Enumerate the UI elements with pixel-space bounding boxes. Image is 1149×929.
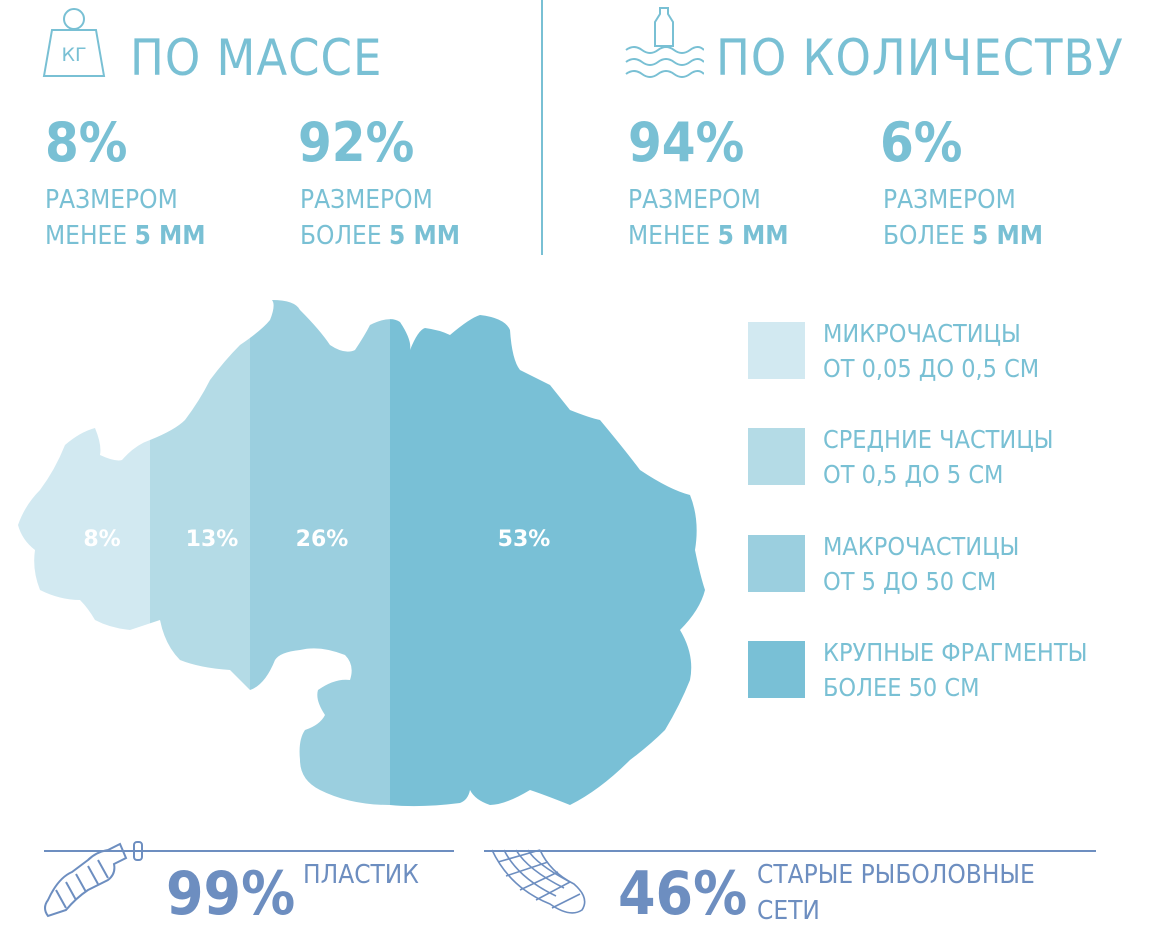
count-title: ПО КОЛИЧЕСТВУ [716,29,1124,87]
crushed-bottle-icon [44,841,143,918]
legend-swatch [748,322,805,379]
mass-small-caption: РАЗМЕРОМ МЕНЕЕ 5 ММ [45,182,206,254]
legend-text: СРЕДНИЕ ЧАСТИЦЫ ОТ 0,5 ДО 5 СМ [823,425,1054,489]
legend-text: МАКРОЧАСТИЦЫ ОТ 5 ДО 50 СМ [823,532,1020,596]
section-divider [541,0,543,255]
caption-bold: 5 ММ [972,221,1044,251]
plastic-value: 99% [166,859,296,929]
legend-text: КРУПНЫЕ ФРАГМЕНТЫ БОЛЕЕ 50 СМ [823,638,1088,702]
weight-icon-text: КГ [61,44,86,66]
segment-data-label: 13% [186,527,239,552]
nets-label-line2: СЕТИ [757,896,820,926]
blob-segment-1 [18,300,150,807]
bottom-line-right [484,850,1096,852]
mass-small-value: 8% [45,111,128,174]
blob-segment-3 [250,300,390,807]
caption-prefix: МЕНЕЕ [628,221,711,251]
mass-large-value: 92% [298,111,415,174]
caption-prefix: БОЛЕЕ [883,221,965,251]
caption-line: РАЗМЕРОМ [45,185,178,215]
segment-data-label: 8% [83,527,120,552]
nets-value: 46% [618,859,748,929]
caption-line: РАЗМЕРОМ [883,185,1016,215]
caption-bold: 5 ММ [389,221,461,251]
mass-title: ПО МАССЕ [130,29,383,87]
legend-swatch [748,641,805,698]
nets-label-line1: СТАРЫЕ РЫБОЛОВНЫЕ [757,860,1035,890]
count-small-value: 94% [628,111,745,174]
plastic-label: ПЛАСТИК [303,860,419,890]
bottom-line-left [44,850,454,852]
segment-data-label: 53% [498,527,551,552]
caption-prefix: МЕНЕЕ [45,221,128,251]
legend-text: МИКРОЧАСТИЦЫ ОТ 0,05 ДО 0,5 СМ [823,319,1040,383]
count-small-caption: РАЗМЕРОМ МЕНЕЕ 5 ММ [628,182,789,254]
caption-bold: 5 ММ [717,221,789,251]
caption-bold: 5 ММ [134,221,206,251]
blob-segment-2 [150,300,250,807]
blob-segment-4 [390,300,705,807]
nets-label: СТАРЫЕ РЫБОЛОВНЫЕ СЕТИ [757,857,1035,929]
blob-chart: 8% 13% 26% 53% [18,300,705,807]
mass-large-caption: РАЗМЕРОМ БОЛЕЕ 5 ММ [300,182,460,254]
count-large-caption: РАЗМЕРОМ БОЛЕЕ 5 ММ [883,182,1043,254]
bottle-in-waves-icon [625,7,704,78]
caption-line: РАЗМЕРОМ [300,185,433,215]
caption-line: РАЗМЕРОМ [628,185,761,215]
fishing-net-icon [491,849,586,914]
legend-swatch [748,428,805,485]
caption-prefix: БОЛЕЕ [300,221,382,251]
segment-data-label: 26% [296,527,349,552]
legend-swatch [748,535,805,592]
count-large-value: 6% [880,111,963,174]
weight-kg-icon: КГ [42,8,106,77]
